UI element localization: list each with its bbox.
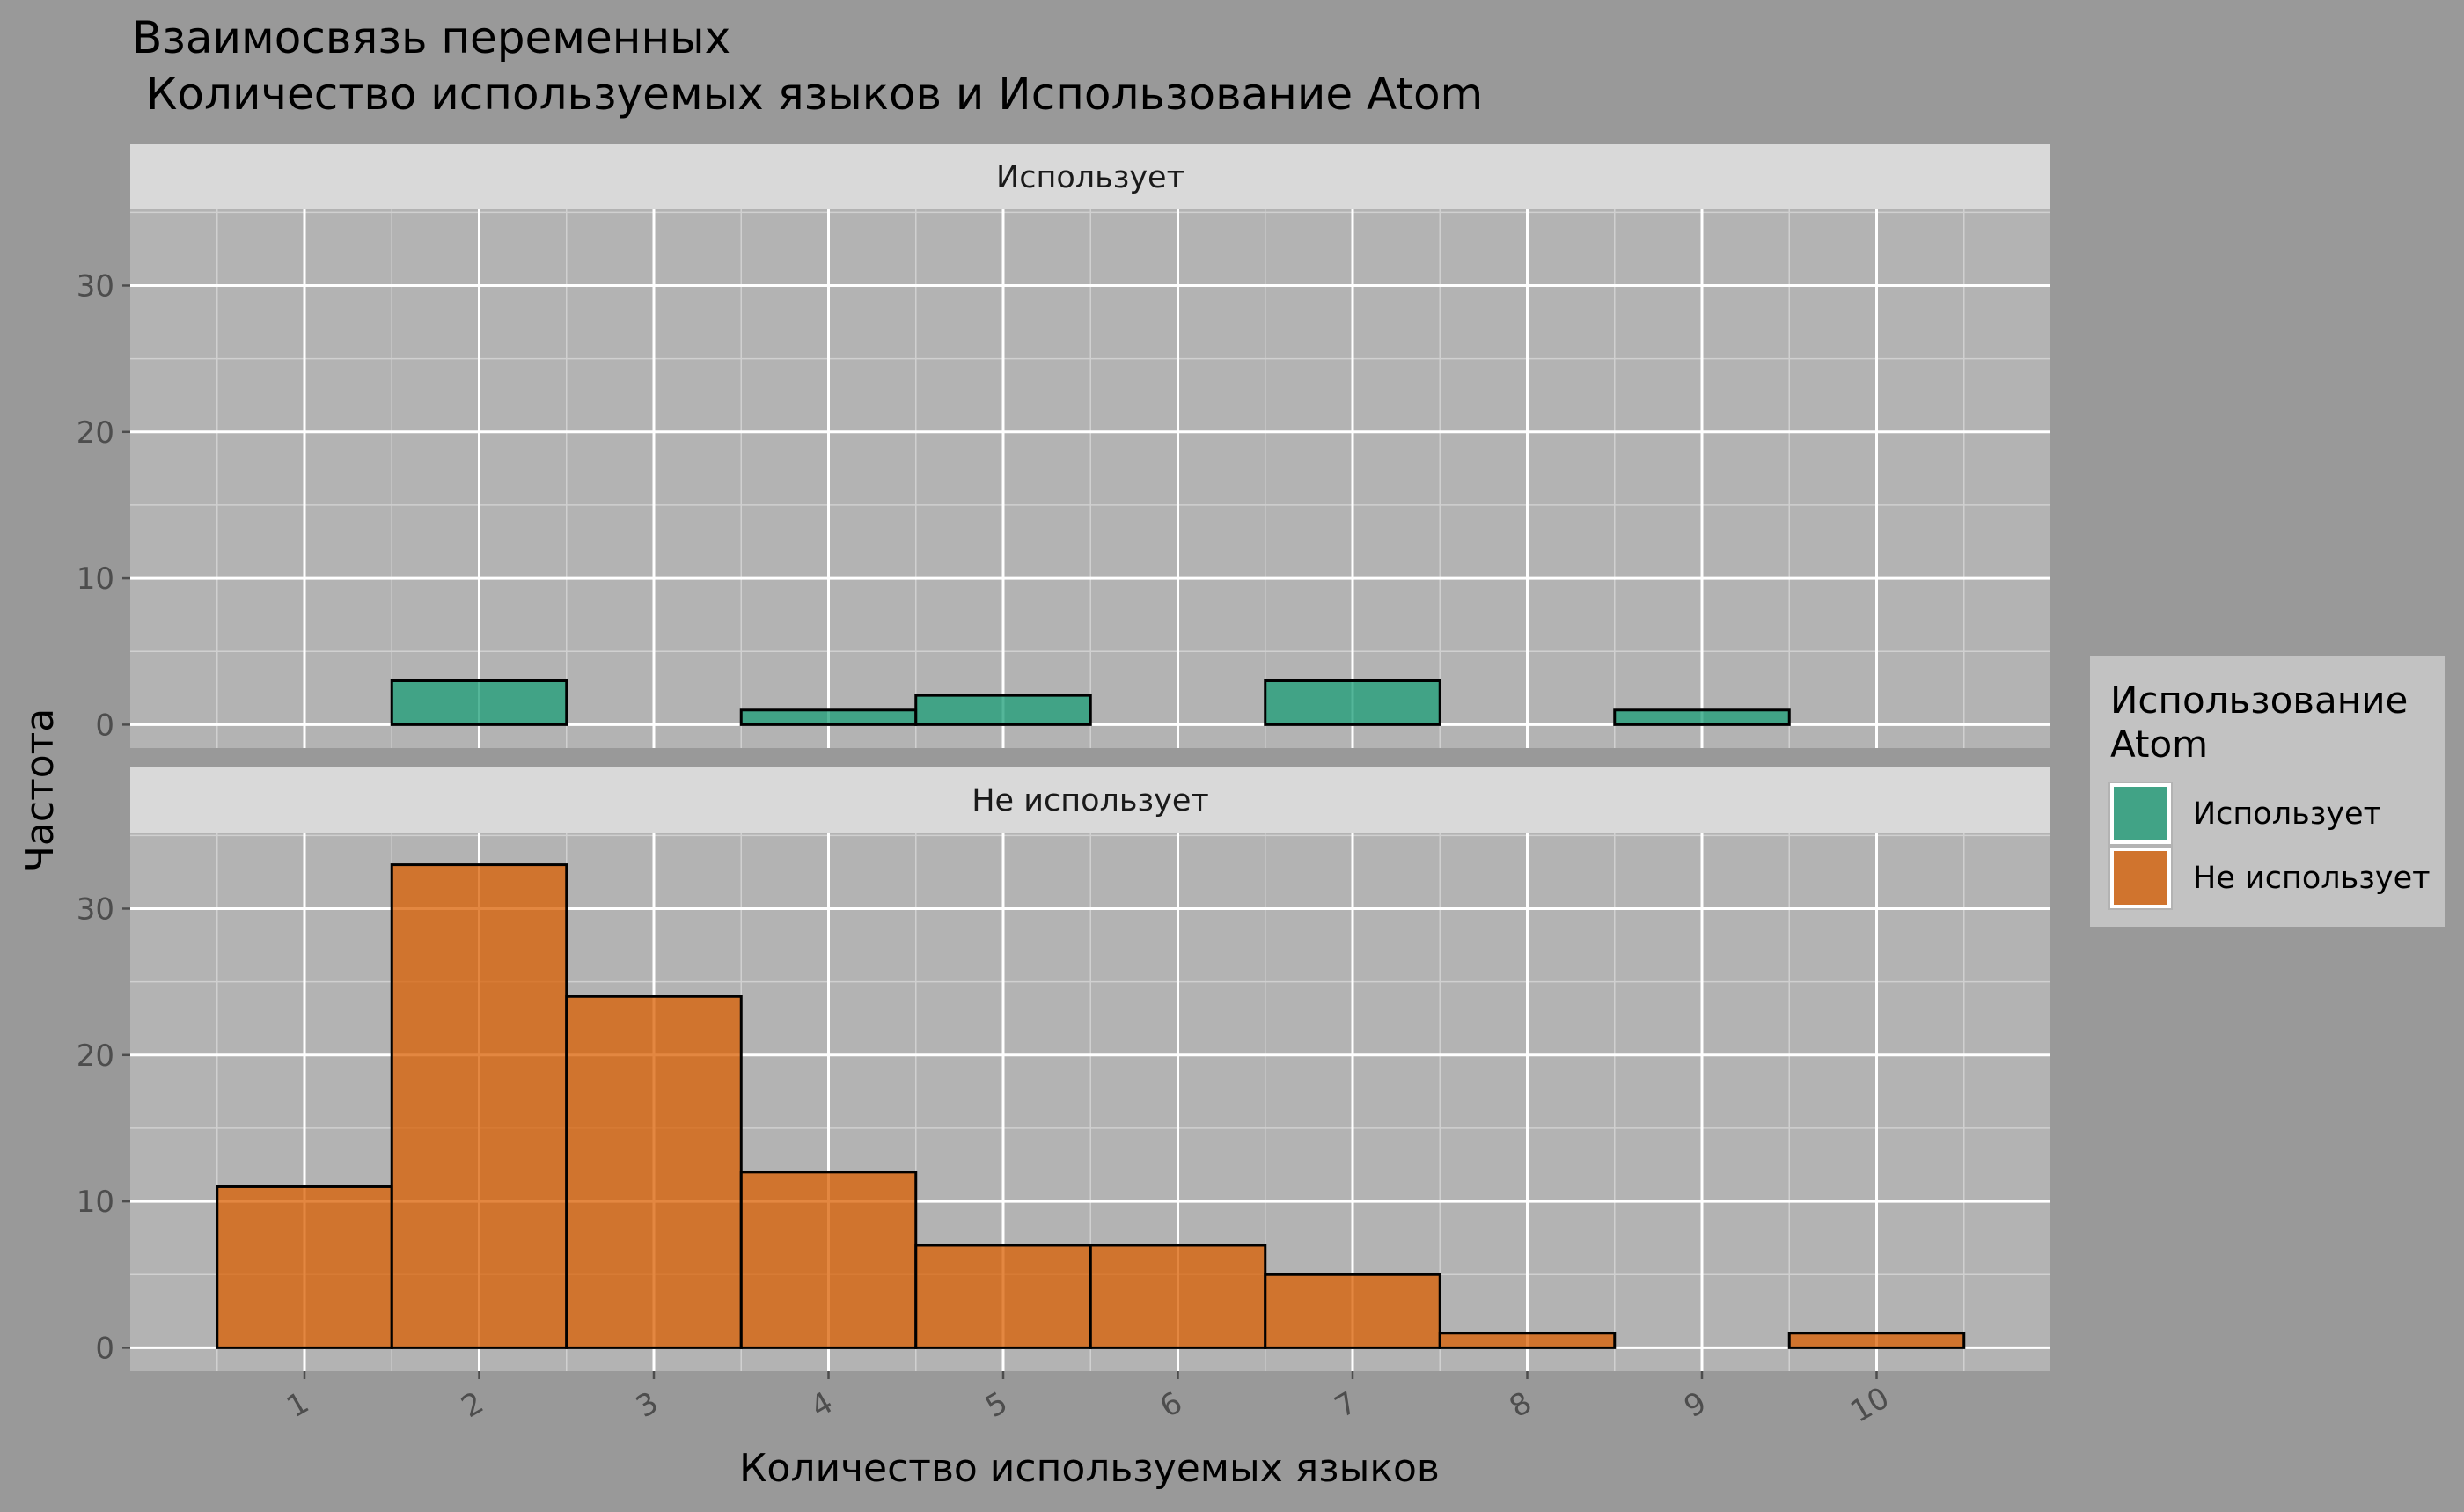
histogram-bar [1264, 679, 1441, 726]
y-tick-label: 20 [77, 415, 114, 451]
histogram-bar [1438, 1332, 1617, 1349]
chart-title-line-1: Взаимосвязь переменных [132, 12, 730, 63]
histogram-bar [1264, 1273, 1441, 1349]
histogram-bar [390, 863, 568, 1349]
y-tick-label: 20 [77, 1039, 114, 1074]
histogram-bar [914, 1244, 1092, 1349]
facet-strip [130, 144, 2050, 209]
y-tick-label: 10 [77, 1185, 114, 1220]
legend-label: Использует [2193, 796, 2381, 832]
y-tick-label: 10 [77, 561, 114, 597]
legend-key [2110, 848, 2171, 908]
legend-title-line-1: Использование [2110, 679, 2408, 722]
y-tick-label: 30 [77, 268, 114, 304]
facet-strip [130, 767, 2050, 833]
facet-strip-label: Не использует [972, 783, 1209, 818]
histogram-bar [1089, 1244, 1267, 1349]
legend-key [2110, 783, 2171, 844]
histogram-bar [739, 708, 918, 726]
histogram-bar [914, 694, 1092, 726]
histogram-bar [1787, 1332, 1966, 1349]
histogram-bar [216, 1185, 393, 1349]
legend-keys: Использует Не использует [2108, 782, 2431, 910]
x-axis-title: Количество используемых языков [739, 1446, 1440, 1491]
y-tick-label: 0 [95, 708, 114, 743]
y-tick-label: 0 [95, 1331, 114, 1366]
facet-panels: Использует 0 10 20 30 Не использует 0 10 20 30 [77, 144, 2050, 1371]
y-axis-title: Частота [18, 708, 62, 872]
histogram-bar [1613, 708, 1791, 726]
legend-label: Не использует [2193, 861, 2431, 896]
histogram-bar [565, 995, 743, 1349]
facet-strip-label: Использует [996, 160, 1184, 195]
histogram-bar [390, 679, 568, 726]
legend-title-line-2: Atom [2110, 723, 2208, 766]
histogram-bar [739, 1171, 918, 1349]
y-tick-label: 30 [77, 892, 114, 927]
chart-title-line-2: Количество используемых языков и Использ… [132, 69, 1483, 120]
legend: Использование Atom Использует Не использу… [2090, 656, 2445, 927]
